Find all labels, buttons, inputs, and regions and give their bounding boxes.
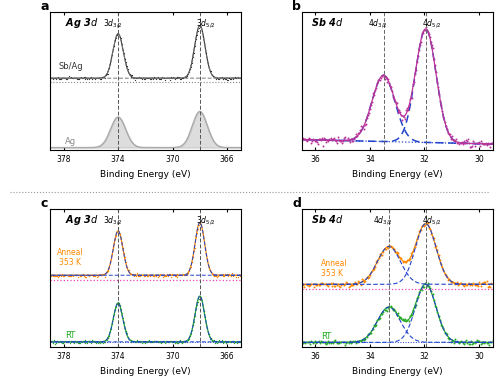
Text: b: b: [292, 0, 301, 13]
Text: RT: RT: [321, 332, 331, 341]
Text: Anneal
353 K: Anneal 353 K: [57, 247, 84, 267]
Text: Anneal
353 K: Anneal 353 K: [321, 259, 347, 278]
Text: $3d_{3/2}$: $3d_{3/2}$: [102, 214, 122, 227]
Text: RT: RT: [66, 332, 76, 340]
Text: c: c: [40, 197, 48, 210]
Text: $3d_{5/2}$: $3d_{5/2}$: [196, 17, 216, 30]
Text: Ag 3$d$: Ag 3$d$: [66, 213, 99, 227]
Text: d: d: [292, 197, 301, 210]
X-axis label: Binding Energy (eV): Binding Energy (eV): [352, 170, 442, 179]
Text: Sb 4$d$: Sb 4$d$: [312, 16, 344, 28]
Text: Ag 3$d$: Ag 3$d$: [66, 16, 99, 30]
X-axis label: Binding Energy (eV): Binding Energy (eV): [100, 170, 190, 179]
Text: Ag: Ag: [65, 137, 76, 146]
Text: $3d_{3/2}$: $3d_{3/2}$: [102, 17, 122, 30]
Text: $3d_{5/2}$: $3d_{5/2}$: [196, 214, 216, 227]
Text: $4d_{5/2}$: $4d_{5/2}$: [422, 17, 442, 30]
Text: Sb/Ag: Sb/Ag: [58, 62, 82, 71]
Text: a: a: [40, 0, 49, 13]
X-axis label: Binding Energy (eV): Binding Energy (eV): [352, 367, 442, 376]
Text: $4d_{3/2}$: $4d_{3/2}$: [368, 17, 388, 30]
Text: Sb 4$d$: Sb 4$d$: [312, 213, 344, 225]
Text: $4d_{3/2}$: $4d_{3/2}$: [374, 214, 393, 227]
X-axis label: Binding Energy (eV): Binding Energy (eV): [100, 367, 190, 376]
Text: $4d_{5/2}$: $4d_{5/2}$: [422, 214, 442, 227]
